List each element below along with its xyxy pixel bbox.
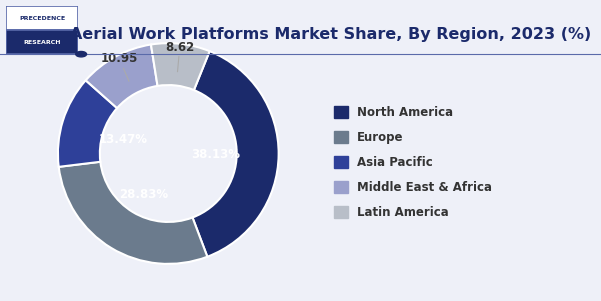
Text: Aerial Work Platforms Market Share, By Region, 2023 (%): Aerial Work Platforms Market Share, By R… xyxy=(70,27,591,42)
Text: 28.83%: 28.83% xyxy=(119,188,168,201)
FancyBboxPatch shape xyxy=(6,6,78,30)
Wedge shape xyxy=(59,162,207,264)
Text: RESEARCH: RESEARCH xyxy=(23,40,61,45)
Wedge shape xyxy=(192,51,279,257)
Wedge shape xyxy=(151,43,210,90)
Text: 8.62: 8.62 xyxy=(165,41,194,72)
Wedge shape xyxy=(86,45,157,108)
Text: 10.95: 10.95 xyxy=(101,52,138,81)
FancyBboxPatch shape xyxy=(6,30,78,54)
Legend: North America, Europe, Asia Pacific, Middle East & Africa, Latin America: North America, Europe, Asia Pacific, Mid… xyxy=(329,102,496,223)
Text: 13.47%: 13.47% xyxy=(99,133,147,146)
Text: 38.13%: 38.13% xyxy=(191,147,240,160)
Wedge shape xyxy=(58,80,117,167)
Text: PRECEDENCE: PRECEDENCE xyxy=(19,16,65,20)
